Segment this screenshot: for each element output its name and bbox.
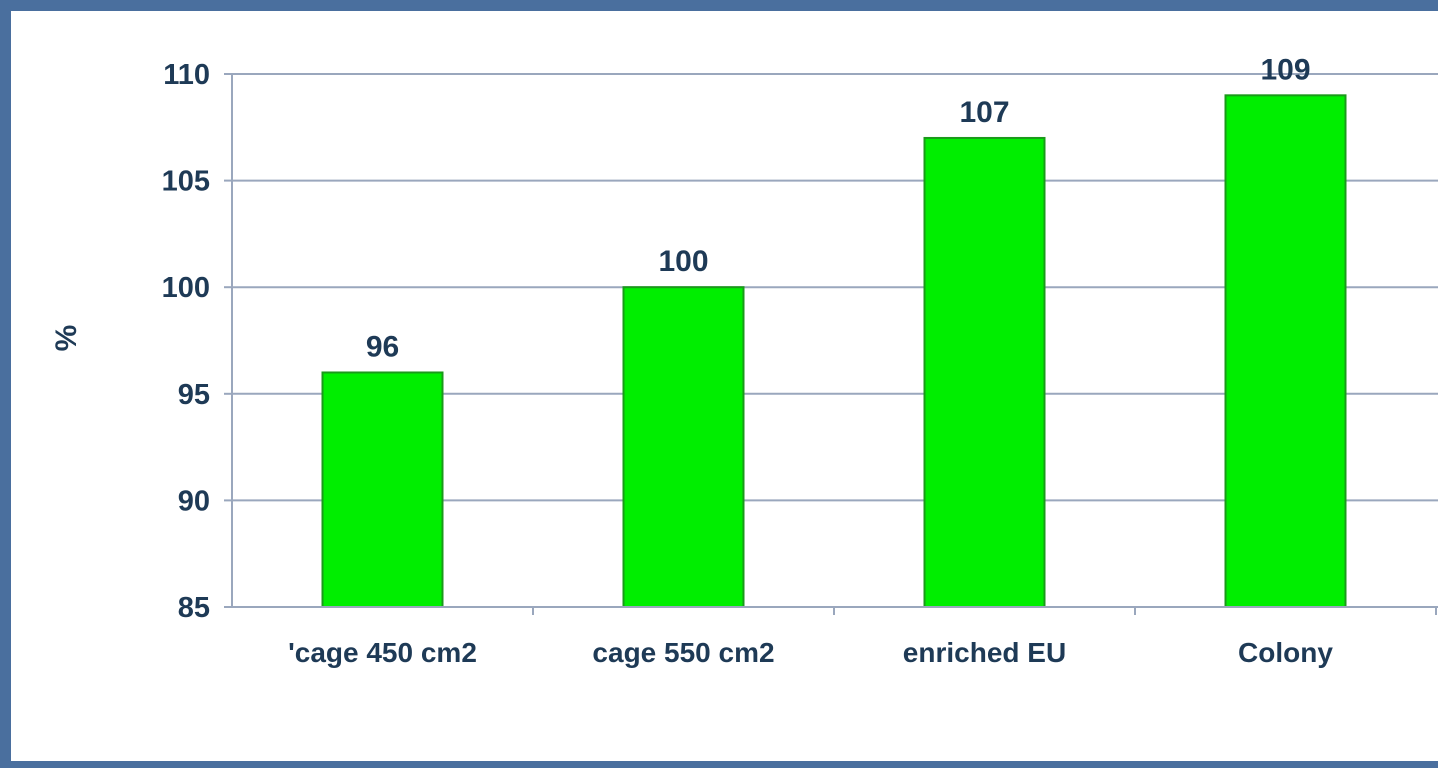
- data-label: 109: [1260, 53, 1310, 86]
- data-label: 96: [366, 330, 399, 363]
- y-tick-labels: 85 90 95 100 105 110: [162, 59, 210, 624]
- y-axis-title: %: [50, 325, 83, 352]
- y-tick-label: 95: [178, 379, 210, 411]
- bar: [622, 286, 745, 608]
- y-tick-label: 90: [178, 485, 210, 517]
- y-tick-label: 110: [163, 59, 210, 91]
- data-labels: 96 100 107 109: [366, 53, 1311, 363]
- x-tick-label: cage 550 cm2: [592, 637, 774, 668]
- axes: [224, 73, 1438, 615]
- y-tick-label: 85: [178, 592, 210, 624]
- bar: [923, 136, 1046, 609]
- x-tick-labels: 'cage 450 cm2 cage 550 cm2 enriched EU Colo…: [288, 637, 1333, 668]
- y-tick-label: 100: [162, 272, 210, 304]
- x-tick-label: 'cage 450 cm2: [288, 637, 477, 668]
- y-tick-label: 105: [162, 166, 210, 198]
- data-label: 107: [959, 96, 1009, 129]
- bar: [1224, 94, 1347, 608]
- bar: [321, 371, 444, 609]
- bars: [321, 94, 1347, 609]
- x-tick-label: Colony: [1238, 637, 1333, 668]
- data-label: 100: [658, 245, 708, 278]
- x-tick-label: enriched EU: [903, 637, 1066, 668]
